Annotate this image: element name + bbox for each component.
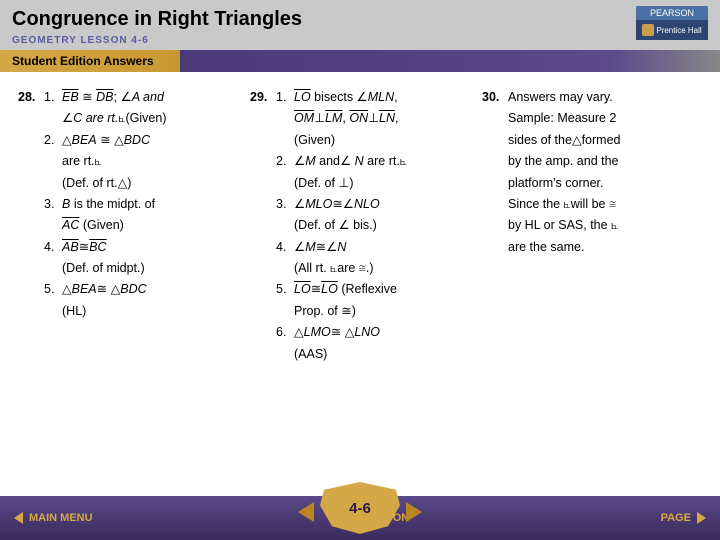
main-menu-button[interactable]: MAIN MENU xyxy=(14,512,93,524)
pearson-label: PEARSON xyxy=(636,6,708,20)
q28-s1: EB DB; A and xyxy=(62,88,238,107)
lesson-shield: 4-6 xyxy=(320,482,400,534)
ph-icon xyxy=(642,24,654,36)
col-28: 28. 1. EB DB; A and C are rt.(Given) 2.B… xyxy=(18,88,238,366)
arrow-left-icon xyxy=(14,512,23,524)
q28-num: 28. xyxy=(18,88,44,107)
page-subtitle: GEOMETRY LESSON 4-6 xyxy=(12,35,708,46)
shield-label: 4-6 xyxy=(320,482,400,534)
col-30: 30.Answers may vary. Sample: Measure 2 s… xyxy=(482,88,702,366)
pearson-badge: PEARSON Prentice Hall xyxy=(636,6,708,50)
answers-banner: Student Edition Answers xyxy=(0,50,720,72)
arrow-right-icon xyxy=(697,512,706,524)
q28-s1n: 1. xyxy=(44,88,62,107)
banner-fill xyxy=(180,50,720,72)
prentice-hall-label: Prentice Hall xyxy=(636,20,708,40)
content: 28. 1. EB DB; A and C are rt.(Given) 2.B… xyxy=(0,72,720,382)
col-29: 29. 1. LO bisects MLN, OMLM, ONLN, (Give… xyxy=(250,88,470,366)
page-title: Congruence in Right Triangles xyxy=(12,8,708,31)
page-button[interactable]: PAGE xyxy=(661,512,706,524)
shield-arrow-left[interactable] xyxy=(298,502,314,522)
shield-arrow-right[interactable] xyxy=(406,502,422,522)
banner-label: Student Edition Answers xyxy=(0,50,180,72)
header: Congruence in Right Triangles GEOMETRY L… xyxy=(0,0,720,50)
q29-num: 29. xyxy=(250,88,276,107)
